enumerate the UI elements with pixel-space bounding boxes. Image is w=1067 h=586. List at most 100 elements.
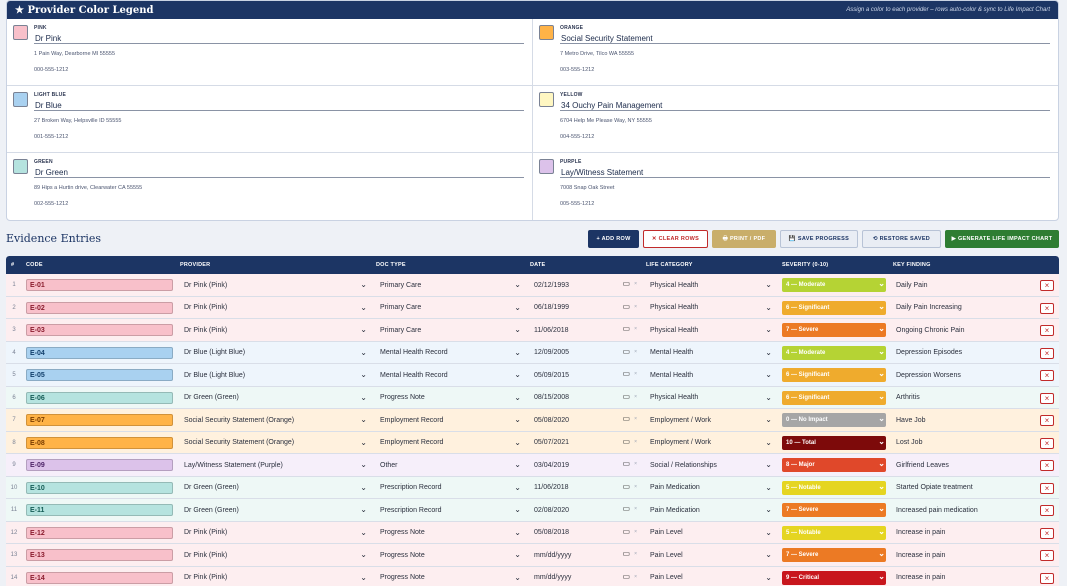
date-input[interactable]: 11/06/2018 ▭ × [531, 481, 637, 495]
calendar-icon[interactable]: ▭ [622, 571, 630, 581]
delete-row-button[interactable]: × [1040, 437, 1054, 449]
delete-row-button[interactable]: × [1040, 572, 1054, 584]
date-clear-icon[interactable]: × [634, 461, 637, 467]
date-clear-icon[interactable]: × [634, 573, 637, 580]
calendar-icon[interactable]: ▭ [622, 481, 630, 491]
severity-select[interactable]: 9 — Critical ⌄ [782, 570, 886, 585]
doc-type-select[interactable]: Primary Care ⌄ [377, 278, 522, 292]
provider-select[interactable]: Lay/Witness Statement (Purple) ⌄ [181, 458, 368, 472]
provider-phone-input[interactable]: 004-555-1212 [560, 134, 595, 140]
key-finding-input[interactable]: Daily Pain [896, 281, 928, 289]
provider-address-input[interactable]: 89 Hips a Hurtin drive, Clearwater CA 55… [34, 185, 143, 191]
provider-name-input[interactable]: 34 Ouchy Pain Management [560, 99, 1050, 111]
key-finding-input[interactable]: Have Job [896, 416, 926, 424]
color-swatch[interactable] [13, 92, 28, 107]
save-progress-button[interactable]: 💾 SAVE PROGRESS [780, 230, 858, 248]
provider-phone-input[interactable]: 000-555-1212 [34, 67, 69, 73]
doc-type-select[interactable]: Progress Note ⌄ [377, 548, 522, 562]
life-category-select[interactable]: Pain Level ⌄ [647, 526, 773, 540]
severity-select[interactable]: 4 — Moderate ⌄ [782, 278, 886, 292]
doc-type-select[interactable]: Prescription Record ⌄ [377, 481, 522, 495]
key-finding-input[interactable]: Started Opiate treatment [896, 484, 973, 491]
life-category-select[interactable]: Employment / Work ⌄ [647, 413, 773, 427]
date-input[interactable]: 06/18/1999 ▭ × [531, 301, 637, 315]
provider-address-input[interactable]: 1 Pain Way, Dearborne MI 55555 [34, 51, 116, 57]
doc-type-select[interactable]: Other ⌄ [377, 458, 522, 472]
doc-type-select[interactable]: Prescription Record ⌄ [377, 503, 522, 517]
calendar-icon[interactable]: ▭ [622, 414, 630, 423]
life-category-select[interactable]: Mental Health ⌄ [647, 368, 773, 382]
key-finding-input[interactable]: Depression Episodes [896, 349, 963, 356]
life-category-select[interactable]: Physical Health ⌄ [647, 391, 773, 405]
calendar-icon[interactable]: ▭ [622, 391, 630, 401]
provider-select[interactable]: Dr Pink (Pink) ⌄ [181, 323, 368, 337]
evidence-code-input[interactable]: E-05 [26, 369, 173, 381]
provider-select[interactable]: Dr Green (Green) ⌄ [181, 391, 368, 405]
date-input[interactable]: 02/08/2020 ▭ × [531, 503, 637, 517]
key-finding-input[interactable]: Daily Pain Increasing [896, 304, 962, 311]
date-clear-icon[interactable]: × [634, 348, 637, 355]
date-input[interactable]: mm/dd/yyyy ▭ × [531, 571, 637, 585]
provider-name-input[interactable]: Dr Blue [34, 99, 524, 111]
evidence-code-input[interactable]: E-03 [26, 324, 173, 336]
evidence-code-input[interactable]: E-10 [26, 481, 173, 494]
severity-select[interactable]: 5 — Notable ⌄ [782, 480, 886, 495]
evidence-code-input[interactable]: E-12 [26, 526, 173, 539]
calendar-icon[interactable]: ▭ [622, 279, 630, 288]
doc-type-select[interactable]: Progress Note ⌄ [377, 571, 522, 585]
life-category-select[interactable]: Physical Health ⌄ [647, 323, 773, 337]
calendar-icon[interactable]: ▭ [622, 504, 630, 513]
delete-row-button[interactable]: × [1040, 280, 1054, 291]
provider-address-input[interactable]: 27 Broken Way, Helpsville ID 55555 [34, 118, 122, 124]
provider-address-input[interactable]: 7 Metro Drive, Tilco WA 55555 [560, 51, 635, 57]
delete-row-button[interactable]: × [1040, 347, 1054, 359]
provider-address-input[interactable]: 7008 Snap Oak Street [560, 185, 615, 191]
provider-select[interactable]: Dr Pink (Pink) ⌄ [181, 301, 368, 315]
date-clear-icon[interactable]: × [634, 416, 637, 422]
date-clear-icon[interactable]: × [634, 551, 637, 557]
calendar-icon[interactable]: ▭ [622, 369, 630, 378]
calendar-icon[interactable]: ▭ [622, 324, 630, 333]
provider-name-input[interactable]: Lay/Witness Statement [560, 166, 1050, 178]
date-clear-icon[interactable]: × [634, 281, 637, 287]
key-finding-input[interactable]: Girlfriend Leaves [896, 461, 949, 469]
date-clear-icon[interactable]: × [634, 506, 637, 512]
color-swatch[interactable] [13, 159, 28, 174]
evidence-code-input[interactable]: E-13 [26, 549, 173, 561]
evidence-code-input[interactable]: E-08 [26, 436, 173, 449]
color-swatch[interactable] [539, 25, 554, 40]
add-row-button[interactable]: + ADD ROW [588, 230, 639, 248]
delete-row-button[interactable]: × [1040, 415, 1054, 426]
provider-phone-input[interactable]: 002-555-1212 [34, 201, 69, 207]
date-input[interactable]: 05/08/2018 ▭ × [531, 526, 637, 540]
delete-row-button[interactable]: × [1040, 550, 1054, 561]
date-clear-icon[interactable]: × [634, 483, 637, 490]
life-category-select[interactable]: Social / Relationships ⌄ [647, 458, 773, 472]
provider-phone-input[interactable]: 001-555-1212 [34, 134, 69, 140]
date-clear-icon[interactable]: × [634, 303, 637, 310]
date-input[interactable]: 05/08/2020 ▭ × [531, 413, 637, 427]
print-pdf-button[interactable]: 🖶 PRINT / PDF [712, 230, 776, 248]
calendar-icon[interactable]: ▭ [622, 346, 630, 356]
delete-row-button[interactable]: × [1040, 392, 1054, 404]
key-finding-input[interactable]: Lost Job [896, 439, 923, 446]
date-clear-icon[interactable]: × [634, 438, 637, 445]
evidence-code-input[interactable]: E-02 [26, 301, 173, 314]
date-input[interactable]: 03/04/2019 ▭ × [531, 458, 637, 472]
delete-row-button[interactable]: × [1040, 302, 1054, 314]
severity-select[interactable]: 4 — Moderate ⌄ [782, 345, 886, 360]
life-category-select[interactable]: Employment / Work ⌄ [647, 436, 773, 450]
restore-saved-button[interactable]: ⟲ RESTORE SAVED [862, 230, 941, 248]
life-category-select[interactable]: Physical Health ⌄ [647, 278, 773, 292]
generate-life-impact-chart-button[interactable]: ▶ GENERATE LIFE IMPACT CHART [945, 230, 1059, 248]
evidence-code-input[interactable]: E-04 [26, 346, 173, 359]
key-finding-input[interactable]: Increase in pain [896, 529, 946, 536]
severity-select[interactable]: 6 — Significant ⌄ [782, 368, 886, 382]
calendar-icon[interactable]: ▭ [622, 549, 630, 558]
date-input[interactable]: 05/07/2021 ▭ × [531, 436, 637, 450]
date-input[interactable]: mm/dd/yyyy ▭ × [531, 548, 637, 562]
key-finding-input[interactable]: Increase in pain [896, 551, 946, 559]
date-clear-icon[interactable]: × [634, 528, 637, 535]
key-finding-input[interactable]: Depression Worsens [896, 371, 961, 379]
evidence-code-input[interactable]: E-09 [26, 459, 173, 471]
